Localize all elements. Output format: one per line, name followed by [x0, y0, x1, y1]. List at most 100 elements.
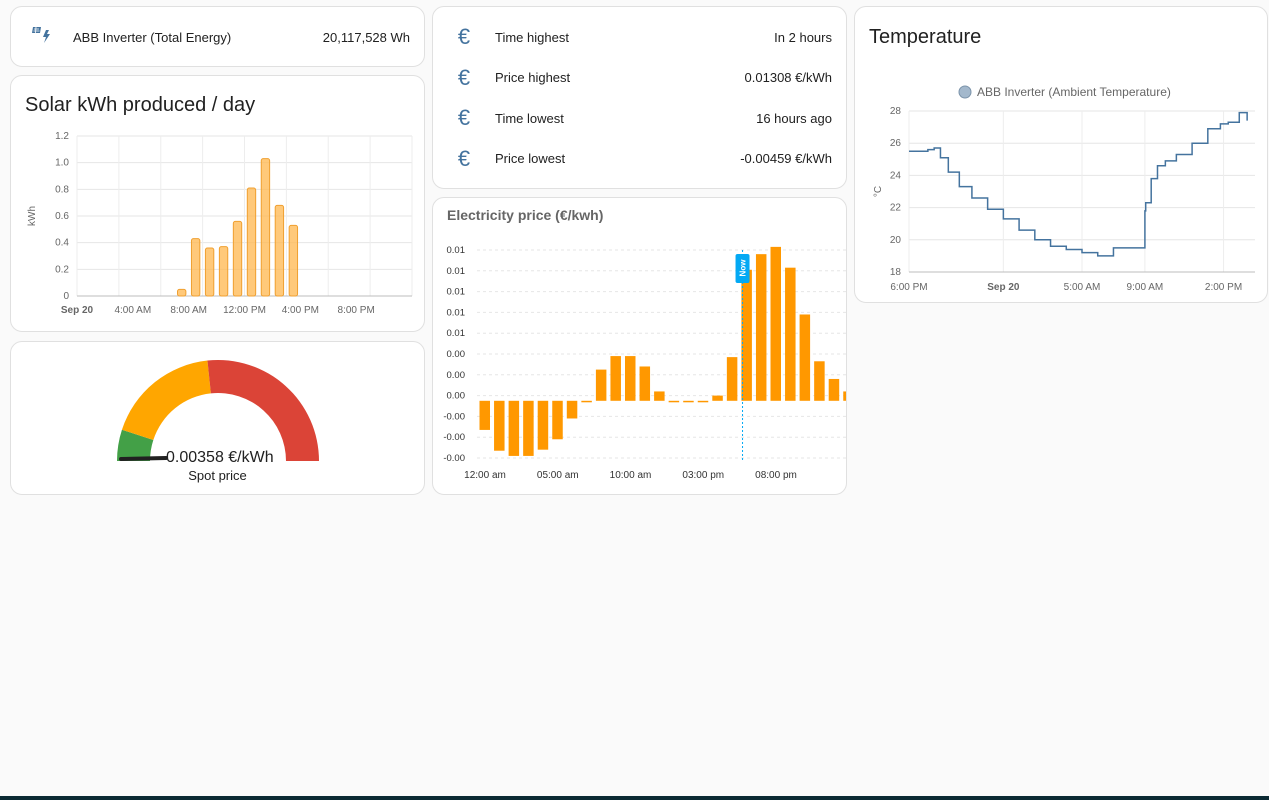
bar: [595, 369, 607, 401]
x-tick-label: Sep 20: [61, 305, 94, 316]
bar: [726, 357, 738, 401]
energy-card[interactable]: ABB Inverter (Total Energy) 20,117,528 W…: [10, 6, 425, 67]
y-tick-label: 0.00: [447, 391, 466, 402]
solar-chart[interactable]: 0 0.2 0.4 0.6 0.8 1.0 1.2 Sep 20 4:00 AM 8:00 AM 1…: [11, 126, 424, 326]
solar-power-icon: [27, 24, 57, 50]
bar: [581, 400, 592, 403]
bottom-bar: [0, 796, 1269, 800]
x-tick-label: 12:00 PM: [223, 305, 266, 316]
x-tick-label: 2:00 PM: [1205, 282, 1242, 293]
y-tick-label: 18: [890, 267, 902, 278]
x-tick-label: 8:00 AM: [170, 305, 207, 316]
x-tick-label: Sep 20: [987, 282, 1020, 293]
entity-name: ABB Inverter (Total Energy): [73, 29, 232, 45]
price-chart[interactable]: -0.00 -0.00 -0.00 0.00 0.00 0.00 0.01 0.01 0.01 0…: [433, 232, 846, 492]
bar: [712, 395, 723, 401]
y-tick-label: 0.8: [55, 184, 69, 195]
euro-icon: €: [457, 64, 471, 90]
gauge-needle: [119, 456, 168, 461]
bar: [479, 400, 490, 430]
y-tick-label: 1.2: [55, 131, 69, 142]
bar: [260, 158, 271, 297]
solar-chart-title: Solar kWh produced / day: [25, 94, 256, 116]
price-chart-title: Electricity price (€/kwh): [447, 207, 604, 223]
now-badge: [735, 254, 750, 283]
y-tick-label: 0.6: [55, 211, 69, 222]
y-tick-label: 28: [890, 106, 902, 117]
bar: [654, 391, 665, 401]
y-tick-label: -0.00: [443, 453, 465, 464]
stat-name: Price highest: [495, 70, 571, 85]
x-tick-label: 9:00 AM: [1127, 282, 1164, 293]
bar: [668, 400, 680, 403]
gauge-value: 0.00358 €/kWh: [166, 449, 274, 466]
bar: [814, 361, 825, 401]
bar: [785, 267, 796, 401]
y-tick-label: 26: [890, 138, 902, 149]
temperature-chart[interactable]: 18 20 22 24 26 28 6:00 PM Sep 20 5:00 AM 9:00 AM 2…: [855, 69, 1267, 299]
bar: [697, 400, 709, 403]
bar: [232, 220, 243, 297]
y-tick-label: 0.00: [447, 370, 466, 381]
gauge-segment: [117, 429, 154, 461]
bar: [288, 224, 299, 297]
temperature-title: Temperature: [869, 26, 982, 48]
bar: [639, 366, 651, 401]
x-tick-label: 12:00 am: [464, 470, 506, 481]
bar: [177, 288, 187, 297]
y-tick-label: 0.01: [447, 307, 466, 318]
gauge-segment: [121, 360, 211, 440]
x-tick-label: 03:00 pm: [682, 470, 724, 481]
bar: [755, 254, 767, 401]
price-stat-row[interactable]: € Price highest 0.01308 €/kWh: [433, 58, 846, 98]
bar: [741, 269, 752, 401]
bar: [190, 238, 201, 297]
y-tick-label: 1.0: [55, 158, 69, 169]
y-axis-label: kWh: [27, 206, 38, 226]
bar: [246, 187, 257, 297]
y-tick-label: 0.01: [447, 266, 466, 277]
y-tick-label: -0.00: [443, 432, 465, 443]
y-tick-label: 22: [890, 203, 902, 214]
temperature-card: Temperature 18 20 22 24 26 28 6:00 PM Sep 20 5:0…: [854, 6, 1268, 303]
bar: [523, 400, 534, 456]
electricity-price-card: Electricity price (€/kwh) -0.00 -0.00 -0.0…: [432, 197, 847, 495]
y-tick-label: 24: [890, 170, 902, 181]
y-tick-label: 0.01: [447, 245, 466, 256]
x-tick-label: 05:00 am: [537, 470, 579, 481]
stat-value: 0.01308 €/kWh: [744, 70, 832, 85]
price-stat-row[interactable]: € Time highest In 2 hours: [433, 17, 846, 57]
bar: [274, 204, 285, 297]
legend-label: ABB Inverter (Ambient Temperature): [977, 85, 1171, 99]
spot-price-gauge: [117, 360, 319, 461]
temperature-line: [909, 111, 1248, 257]
bar: [494, 400, 505, 451]
bar: [610, 356, 621, 401]
entity-value: 20,117,528 Wh: [322, 29, 410, 45]
bar: [799, 314, 811, 401]
y-axis-label: °C: [873, 186, 884, 197]
x-tick-label: 08:00 pm: [755, 470, 797, 481]
bar: [566, 400, 578, 419]
y-tick-label: 0: [63, 291, 69, 302]
price-stat-row[interactable]: € Time lowest 16 hours ago: [433, 98, 846, 138]
price-stat-row[interactable]: € Price lowest -0.00459 €/kWh: [433, 139, 846, 179]
stat-value: -0.00459 €/kWh: [740, 151, 832, 166]
gauge-label: Spot price: [188, 468, 247, 483]
y-tick-label: 0.01: [447, 328, 466, 339]
legend-swatch: [958, 85, 972, 99]
y-tick-label: 0.00: [447, 349, 466, 360]
x-tick-label: 5:00 AM: [1064, 282, 1101, 293]
stat-name: Price lowest: [495, 151, 566, 166]
euro-icon: €: [457, 105, 471, 130]
bar: [683, 400, 694, 403]
bar: [508, 400, 520, 456]
gauge-card[interactable]: 0.00358 €/kWh Spot price: [10, 341, 425, 495]
x-tick-label: 6:00 PM: [890, 282, 927, 293]
bar: [843, 391, 846, 401]
euro-icon: €: [457, 145, 471, 171]
bar: [537, 400, 549, 450]
bar: [770, 246, 781, 401]
now-label: Now: [739, 259, 748, 277]
stat-name: Time highest: [495, 29, 569, 45]
